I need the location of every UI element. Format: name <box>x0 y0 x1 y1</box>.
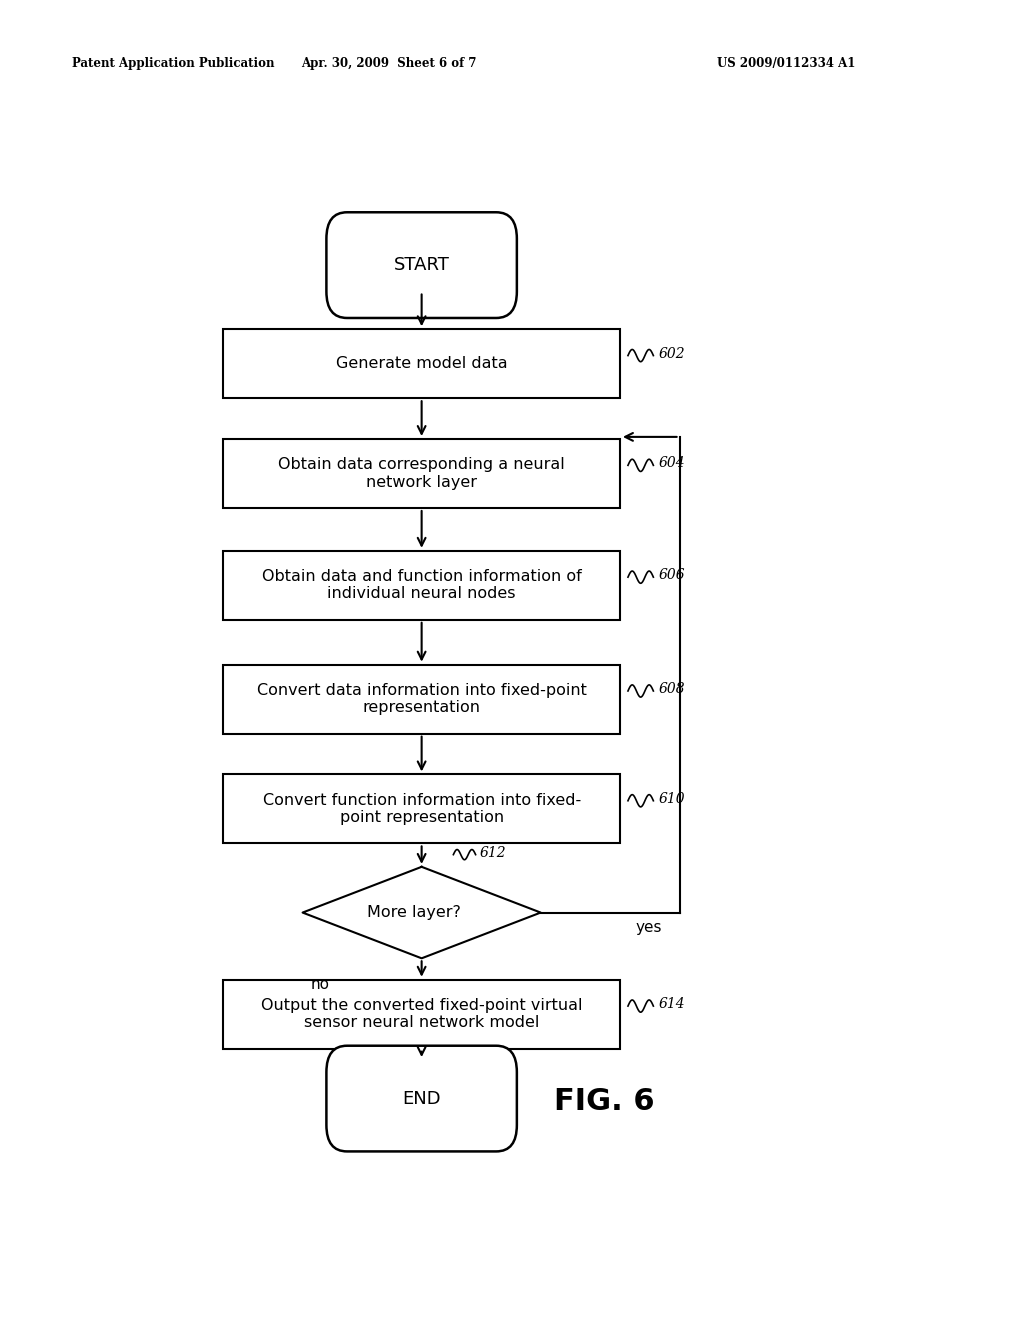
Text: US 2009/0112334 A1: US 2009/0112334 A1 <box>717 57 855 70</box>
Bar <box>223 440 621 508</box>
Text: 614: 614 <box>658 997 685 1011</box>
Bar <box>223 775 621 843</box>
Text: Output the converted fixed-point virtual
sensor neural network model: Output the converted fixed-point virtual… <box>261 998 583 1031</box>
Text: Patent Application Publication: Patent Application Publication <box>72 57 274 70</box>
Text: 604: 604 <box>658 457 685 470</box>
Text: no: no <box>310 977 330 991</box>
Text: 610: 610 <box>658 792 685 805</box>
Bar <box>223 329 621 399</box>
Text: Apr. 30, 2009  Sheet 6 of 7: Apr. 30, 2009 Sheet 6 of 7 <box>301 57 477 70</box>
Bar <box>223 550 621 620</box>
Bar <box>223 664 621 734</box>
Text: FIG. 6: FIG. 6 <box>554 1088 654 1117</box>
Polygon shape <box>303 867 541 958</box>
Text: 602: 602 <box>658 347 685 360</box>
Text: START: START <box>393 256 450 275</box>
FancyBboxPatch shape <box>327 213 517 318</box>
Text: 606: 606 <box>658 568 685 582</box>
Text: END: END <box>402 1089 441 1107</box>
Text: 608: 608 <box>658 682 685 696</box>
Text: More layer?: More layer? <box>367 906 461 920</box>
Text: Generate model data: Generate model data <box>336 356 508 371</box>
FancyBboxPatch shape <box>327 1045 517 1151</box>
Text: Convert function information into fixed-
point representation: Convert function information into fixed-… <box>262 793 581 825</box>
Text: Obtain data corresponding a neural
network layer: Obtain data corresponding a neural netwo… <box>279 457 565 490</box>
Text: Convert data information into fixed-point
representation: Convert data information into fixed-poin… <box>257 682 587 715</box>
Text: Obtain data and function information of
individual neural nodes: Obtain data and function information of … <box>262 569 582 602</box>
Text: 612: 612 <box>479 846 506 859</box>
Text: yes: yes <box>636 920 663 936</box>
Bar <box>223 979 621 1049</box>
